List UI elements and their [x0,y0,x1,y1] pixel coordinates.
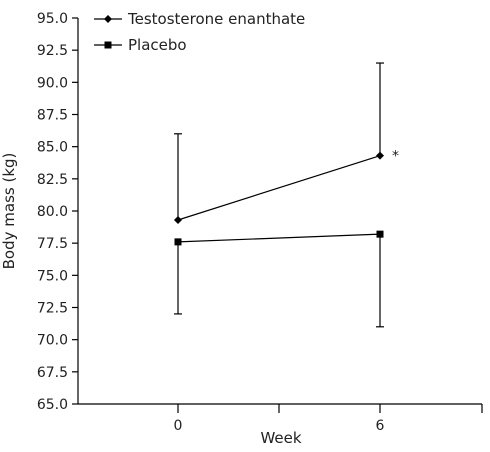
y-tick-label: 65.0 [37,397,68,413]
y-tick-label: 70.0 [37,333,68,349]
y-tick-label: 75.0 [37,268,68,284]
x-axis-title: Week [260,429,301,447]
data-point-diamond [174,216,182,225]
significance-marker: * [392,149,399,165]
y-tick-label: 95.0 [37,11,68,27]
y-tick-label: 82.5 [37,172,68,188]
legend-label: Testosterone enanthate [127,10,305,28]
legend-marker-diamond [104,15,112,23]
x-tick-label: 6 [376,418,385,434]
series-line-1 [177,155,381,221]
x-tick-label: 0 [174,418,183,434]
data-point-square [376,230,384,238]
y-tick-label: 80.0 [37,204,68,220]
y-tick-label: 87.5 [37,108,68,124]
y-tick-label: 72.5 [37,301,68,317]
y-tick-label: 85.0 [37,140,68,156]
data-point-diamond [376,151,384,160]
legend-marker-square [104,41,112,49]
series-line-2 [177,233,381,243]
legend-label: Placebo [128,36,187,54]
y-tick-label: 92.5 [37,43,68,59]
y-tick-label: 90.0 [37,75,68,91]
plot-area: 65.0 67.5 70.0 72.5 75.0 77.5 80.0 82.5 85.0 87.5… [37,10,483,434]
y-tick-label: 67.5 [37,365,68,381]
y-axis-title: Body mass (kg) [0,153,18,270]
y-tick-label: 77.5 [37,236,68,252]
data-point-square [174,238,182,246]
